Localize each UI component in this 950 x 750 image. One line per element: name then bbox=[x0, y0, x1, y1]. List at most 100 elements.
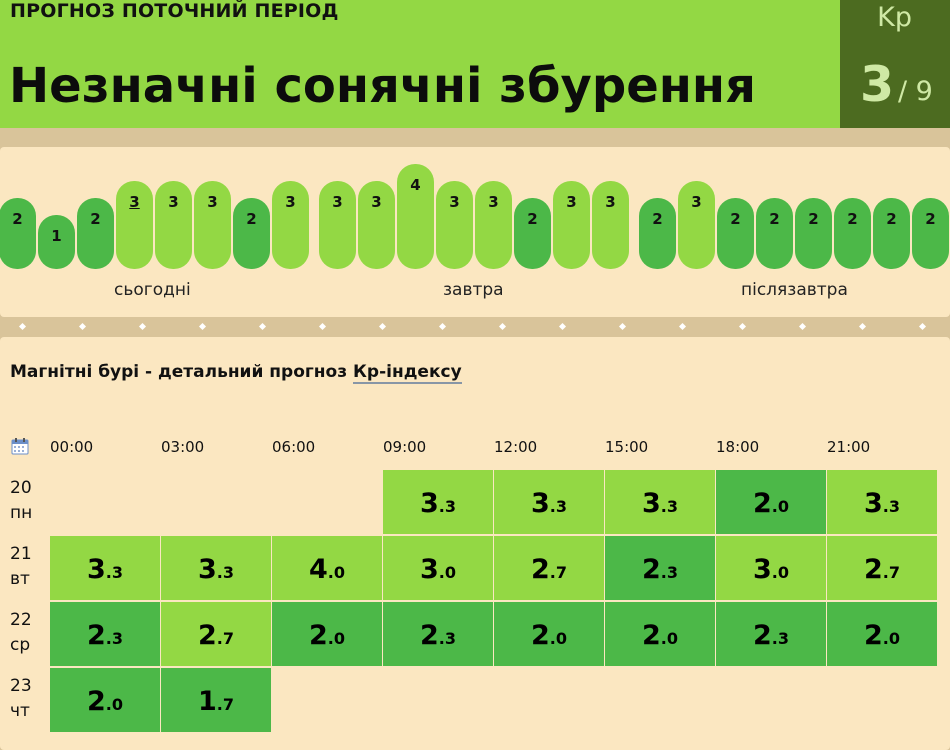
row-weekday: пн bbox=[10, 503, 33, 523]
row-date-label: 23 чт bbox=[10, 674, 32, 724]
kp-cell-decimal: .3 bbox=[771, 629, 789, 648]
kp-cell-decimal: .7 bbox=[882, 563, 900, 582]
separator-dot bbox=[858, 322, 867, 331]
hour-label: 06:00 bbox=[272, 438, 316, 456]
kp-cell: 3.0 bbox=[716, 536, 826, 600]
separator-dot bbox=[78, 322, 87, 331]
kp-cell: 2.0 bbox=[716, 470, 826, 534]
hour-label: 12:00 bbox=[494, 438, 538, 456]
day-label-tomorrow: завтра bbox=[443, 280, 504, 300]
kp-bar: 2 bbox=[873, 198, 910, 269]
kp-cell: 2.0 bbox=[50, 668, 160, 732]
kp-cell-decimal: .0 bbox=[882, 629, 900, 648]
period-label: ПРОГНОЗ ПОТОЧНИЙ ПЕРІОД bbox=[10, 0, 339, 22]
kp-bar: 2 bbox=[795, 198, 832, 269]
hour-label: 21:00 bbox=[827, 438, 871, 456]
kp-cell-int: 2 bbox=[530, 620, 550, 651]
kp-bar-value: 1 bbox=[51, 227, 62, 245]
kp-cell: 2.7 bbox=[827, 536, 937, 600]
kp-bar-value: 3 bbox=[207, 193, 218, 211]
kp-bar: 3 bbox=[194, 181, 231, 269]
kp-cell-int: 2 bbox=[308, 620, 328, 651]
kp-cell-int: 3 bbox=[641, 488, 661, 519]
kp-bar: 3 bbox=[592, 181, 629, 269]
kp-cell: 2.0 bbox=[272, 602, 382, 666]
row-date-label: 20 пн bbox=[10, 476, 32, 526]
kp-bar: 3 bbox=[319, 181, 356, 269]
kp-cell-int: 1 bbox=[197, 686, 217, 717]
row-weekday: вт bbox=[10, 569, 30, 589]
kp-bar-value: 2 bbox=[246, 210, 257, 228]
row-date-label: 22 ср bbox=[10, 608, 32, 658]
forecast-title: Незначні сонячні збурення bbox=[9, 58, 756, 114]
separator-dot bbox=[258, 322, 267, 331]
kp-cell-int: 2 bbox=[197, 620, 217, 651]
kp-value: 3 bbox=[860, 56, 895, 113]
kp-cell: 2.3 bbox=[716, 602, 826, 666]
kp-bar-value: 3 bbox=[371, 193, 382, 211]
kp-cell-decimal: .3 bbox=[660, 497, 678, 516]
kp-bar-value: 3 bbox=[168, 193, 179, 211]
separator-dot bbox=[558, 322, 567, 331]
kp-bar-value: 2 bbox=[847, 210, 858, 228]
separator-dot bbox=[618, 322, 627, 331]
kp-bar: 3 bbox=[475, 181, 512, 269]
kp-cell-int: 3 bbox=[530, 488, 550, 519]
kp-max: / 9 bbox=[898, 76, 933, 107]
kp-cell-int: 2 bbox=[863, 620, 883, 651]
kp-cell-int: 4 bbox=[308, 554, 328, 585]
kp-bar: 2 bbox=[0, 198, 36, 269]
separator-dot bbox=[318, 322, 327, 331]
row-day: 20 bbox=[10, 478, 32, 498]
kp-cell-decimal: .0 bbox=[771, 497, 789, 516]
kp-cell: 1.7 bbox=[161, 668, 271, 732]
kp-bar: 3 bbox=[358, 181, 395, 269]
separator-dot bbox=[738, 322, 747, 331]
separator-dot bbox=[798, 322, 807, 331]
kp-cell-decimal: .0 bbox=[327, 629, 345, 648]
kp-cell-int: 2 bbox=[419, 620, 439, 651]
kp-bar: 3 bbox=[155, 181, 192, 269]
kp-cell-int: 3 bbox=[86, 554, 106, 585]
kp-cell-decimal: .0 bbox=[549, 629, 567, 648]
kp-strip-panel: сьогодні завтра післязавтра 2 1 2 3 3 3 2 3 3 3 4 3… bbox=[0, 147, 950, 317]
kp-bar: 2 bbox=[834, 198, 871, 269]
kp-cell-int: 3 bbox=[752, 554, 772, 585]
separator-dot bbox=[438, 322, 447, 331]
kp-cell-int: 3 bbox=[419, 554, 439, 585]
day-label-after-tomorrow: післязавтра bbox=[741, 280, 848, 300]
kp-bar: 2 bbox=[912, 198, 949, 269]
kp-cell-decimal: .0 bbox=[660, 629, 678, 648]
separator-dot bbox=[678, 322, 687, 331]
kp-cell-int: 2 bbox=[86, 620, 106, 651]
kp-cell-decimal: .3 bbox=[438, 629, 456, 648]
kp-cell: 3.3 bbox=[605, 470, 715, 534]
kp-bar-value: 2 bbox=[90, 210, 101, 228]
kp-cell-decimal: .0 bbox=[438, 563, 456, 582]
hour-label: 09:00 bbox=[383, 438, 427, 456]
kp-bar: 1 bbox=[38, 215, 75, 269]
kp-cell-decimal: .7 bbox=[549, 563, 567, 582]
kp-cell-int: 2 bbox=[641, 620, 661, 651]
kp-bar-value: 3 bbox=[129, 193, 140, 211]
kp-cell: 3.3 bbox=[494, 470, 604, 534]
kp-cell: 2.3 bbox=[50, 602, 160, 666]
kp-cell-decimal: .0 bbox=[105, 695, 123, 714]
kp-cell-int: 2 bbox=[86, 686, 106, 717]
kp-index-link[interactable]: Кр-індексу bbox=[353, 362, 462, 384]
detail-title: Магнітні бурі - детальний прогноз Кр-інд… bbox=[10, 362, 462, 384]
kp-bar-value: 2 bbox=[808, 210, 819, 228]
kp-cell-decimal: .3 bbox=[660, 563, 678, 582]
kp-bar-value: 4 bbox=[410, 176, 421, 194]
forecast-header: ПРОГНОЗ ПОТОЧНИЙ ПЕРІОД Незначні сонячні… bbox=[0, 0, 950, 128]
separator-dot bbox=[18, 322, 27, 331]
separator-dot bbox=[498, 322, 507, 331]
kp-cell: 3.3 bbox=[161, 536, 271, 600]
kp-cell: 2.0 bbox=[827, 602, 937, 666]
kp-cell-int: 2 bbox=[752, 488, 772, 519]
kp-bar-value: 2 bbox=[527, 210, 538, 228]
kp-cell: 2.3 bbox=[605, 536, 715, 600]
kp-cell-int: 2 bbox=[641, 554, 661, 585]
kp-bar: 2 bbox=[639, 198, 676, 269]
kp-cell-int: 2 bbox=[863, 554, 883, 585]
